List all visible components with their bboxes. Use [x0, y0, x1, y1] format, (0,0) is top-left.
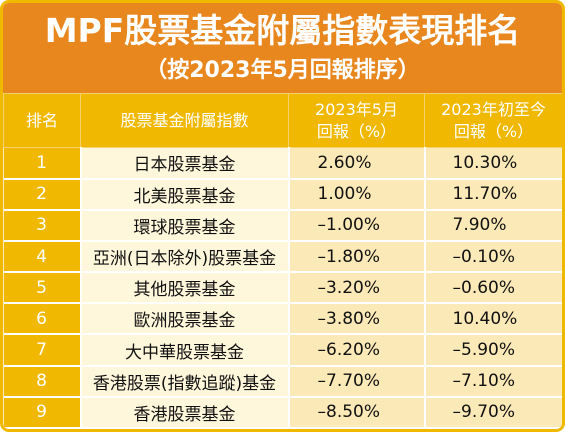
value-label: 1.00% [317, 184, 372, 205]
value-label: –3.80% [317, 308, 381, 329]
may-return-cell: –3.80% [288, 303, 426, 336]
value-label: –7.10% [452, 371, 516, 392]
ytd-return-cell: –0.10% [424, 240, 562, 274]
table-body: 1 日本股票基金 2.60% 10.30% 2 北美股票基金 1.00% 11.70% 3 環球股… [3, 147, 562, 429]
column-header-rank: 排名 [3, 93, 81, 148]
ranking-table: 排名 股票基金附屬指數 2023年5月 回報（%） 2023年初至今 回報（%）… [3, 93, 562, 429]
table-row: 7 大中華股票基金 –6.20% –5.90% [3, 334, 562, 367]
may-return-cell: 2.60% [288, 147, 426, 180]
header-row: 排名 股票基金附屬指數 2023年5月 回報（%） 2023年初至今 回報（%） [3, 93, 562, 148]
value-label: 11.70% [452, 184, 518, 205]
index-name-cell: 日本股票基金 [80, 147, 290, 180]
value-label: –1.00% [317, 215, 381, 236]
index-name-cell: 環球股票基金 [80, 209, 290, 242]
value-label: –3.20% [317, 277, 381, 298]
rank-cell: 2 [3, 178, 82, 211]
chart-subtitle: （按2023年5月回報排序） [145, 58, 420, 83]
rank-cell: 9 [3, 396, 82, 429]
value-label: 7.90% [452, 215, 507, 236]
rank-cell: 6 [3, 303, 82, 336]
ytd-return-cell: 7.90% [424, 209, 562, 242]
may-return-cell: –6.20% [288, 334, 426, 367]
value-label: –0.10% [452, 246, 516, 267]
table-row: 8 香港股票(指數追蹤)基金 –7.70% –7.10% [3, 365, 562, 398]
table-row: 5 其他股票基金 –3.20% –0.60% [3, 272, 562, 305]
may-return-cell: –1.00% [288, 209, 426, 242]
rank-cell: 3 [3, 209, 82, 242]
table-row: 6 歐洲股票基金 –3.80% 10.40% [3, 303, 562, 336]
column-header-line: 回報（%） [316, 121, 397, 141]
column-header-line: 2023年5月 [315, 99, 398, 119]
ytd-return-cell: –7.10% [424, 365, 562, 398]
column-header-line: 2023年初至今 [441, 99, 546, 119]
table-row: 1 日本股票基金 2.60% 10.30% [3, 147, 562, 180]
ytd-return-cell: –5.90% [424, 334, 562, 367]
ytd-return-cell: 10.30% [424, 147, 562, 180]
index-name-cell: 香港股票基金 [80, 396, 290, 429]
index-name-cell: 其他股票基金 [80, 272, 290, 305]
index-name-cell: 歐洲股票基金 [80, 303, 290, 336]
value-label: 10.30% [452, 152, 518, 173]
may-return-cell: –8.50% [288, 396, 426, 429]
value-label: –1.80% [317, 246, 381, 267]
may-return-cell: –3.20% [288, 272, 426, 305]
ytd-return-cell: 10.40% [424, 303, 562, 336]
table-row: 2 北美股票基金 1.00% 11.70% [3, 178, 562, 211]
ytd-return-cell: 11.70% [424, 178, 562, 211]
value-label: 10.40% [452, 308, 518, 329]
column-header-line: 回報（%） [453, 121, 534, 141]
may-return-cell: –7.70% [288, 365, 426, 398]
value-label: –5.90% [452, 340, 516, 361]
column-header-line: 股票基金附屬指數 [120, 110, 249, 130]
value-label: 2.60% [317, 152, 372, 173]
column-header-index: 股票基金附屬指數 [80, 93, 289, 148]
value-label: –9.70% [452, 402, 516, 423]
index-name-cell: 香港股票(指數追蹤)基金 [80, 365, 290, 398]
table-row: 3 環球股票基金 –1.00% 7.90% [3, 209, 562, 242]
value-label: –7.70% [317, 371, 381, 392]
value-label: –8.50% [317, 402, 381, 423]
value-label: –0.60% [452, 277, 516, 298]
index-name-cell: 亞洲(日本除外)股票基金 [80, 240, 290, 274]
value-label: –6.20% [317, 340, 381, 361]
table-row: 4 亞洲(日本除外)股票基金 –1.80% –0.10% [3, 240, 562, 274]
rank-cell: 8 [3, 365, 82, 398]
rank-cell: 1 [3, 147, 82, 180]
table-row: 9 香港股票基金 –8.50% –9.70% [3, 396, 562, 429]
column-header-may-return: 2023年5月 回報（%） [288, 93, 425, 148]
rank-cell: 4 [3, 240, 82, 274]
column-header-line: 排名 [25, 110, 58, 130]
rank-cell: 5 [3, 272, 82, 305]
index-name-cell: 大中華股票基金 [80, 334, 290, 367]
index-name-cell: 北美股票基金 [80, 178, 290, 211]
title-banner: MPF股票基金附屬指數表現排名 （按2023年5月回報排序） [3, 3, 562, 93]
may-return-cell: 1.00% [288, 178, 426, 211]
may-return-cell: –1.80% [288, 240, 426, 274]
column-header-ytd-return: 2023年初至今 回報（%） [424, 93, 562, 148]
chart-title: MPF股票基金附屬指數表現排名 [44, 11, 521, 50]
ytd-return-cell: –9.70% [424, 396, 562, 429]
ytd-return-cell: –0.60% [424, 272, 562, 305]
rank-cell: 7 [3, 334, 82, 367]
